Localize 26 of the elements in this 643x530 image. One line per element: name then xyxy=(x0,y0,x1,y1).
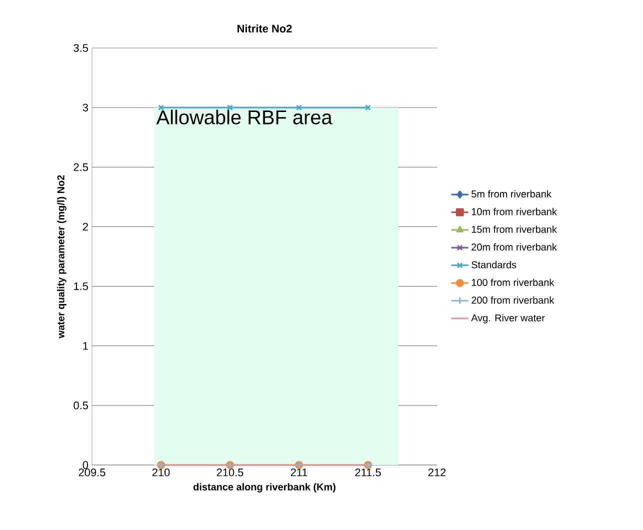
y-axis-title: water quality parameter (mg/l) No2 xyxy=(57,175,66,338)
y-tick-label: 2.5 xyxy=(74,163,88,172)
legend-label: 15m from riverbank xyxy=(472,226,557,233)
x-tick-label: 209.5 xyxy=(78,468,106,476)
x-tick-label: 210.5 xyxy=(216,468,244,476)
y-tick-label: 3 xyxy=(82,104,88,112)
band-label: Allowable RBF area xyxy=(156,110,332,124)
x-tick-label: 211 xyxy=(290,468,308,476)
y-tick-label: 1.5 xyxy=(74,282,88,290)
x-tick-label: 212 xyxy=(428,468,446,476)
y-tick-label: 0 xyxy=(82,461,88,469)
y-tick-label: 1 xyxy=(83,342,88,350)
x-tick-label: 211.5 xyxy=(355,468,381,476)
legend-label: 200 from riverbank xyxy=(472,296,554,304)
legend-label: 100 from riverbank xyxy=(472,278,554,286)
x-axis-title: distance along riverbank (Km) xyxy=(193,483,336,492)
y-tick-label: 2 xyxy=(82,222,88,231)
y-tick-label: 3.5 xyxy=(74,44,88,52)
legend-label: 5m from riverbank xyxy=(472,190,552,198)
legend-label: 20m from riverbank xyxy=(472,243,557,251)
x-tick-label: 210 xyxy=(152,468,170,476)
legend-label: 10m from riverbank xyxy=(472,208,557,216)
chart-title: Nitrite No2 xyxy=(238,24,292,32)
legend-label: Standards xyxy=(472,260,516,268)
legend-label: Avg. River water xyxy=(471,314,545,324)
y-tick-label: 0.5 xyxy=(74,402,88,410)
